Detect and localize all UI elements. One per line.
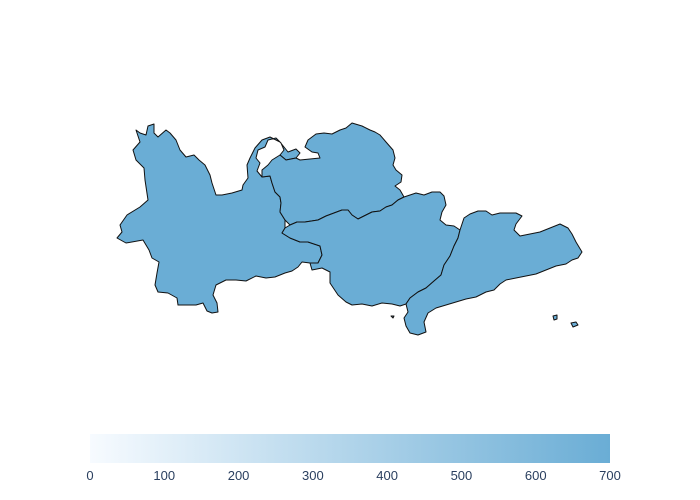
colorbar-tick-label: 600 <box>525 468 547 483</box>
colorbar-tick-label: 400 <box>376 468 398 483</box>
island-small-1[interactable] <box>552 314 558 321</box>
colorbar-tick-label: 200 <box>228 468 250 483</box>
colorbar-gradient <box>90 434 610 463</box>
island-small-3[interactable] <box>390 315 395 319</box>
colorbar-tick-label: 100 <box>153 468 175 483</box>
colorbar-tick-label: 0 <box>86 468 93 483</box>
region-east[interactable] <box>403 210 583 336</box>
colorbar: 0 100 200 300 400 500 600 700 <box>86 434 621 483</box>
map-regions <box>116 122 583 336</box>
colorbar-tick-label: 300 <box>302 468 324 483</box>
colorbar-tick-label: 700 <box>599 468 621 483</box>
island-small-2[interactable] <box>570 321 579 328</box>
colorbar-tick-label: 500 <box>451 468 473 483</box>
colorbar-ticks: 0 100 200 300 400 500 600 700 <box>86 468 620 483</box>
